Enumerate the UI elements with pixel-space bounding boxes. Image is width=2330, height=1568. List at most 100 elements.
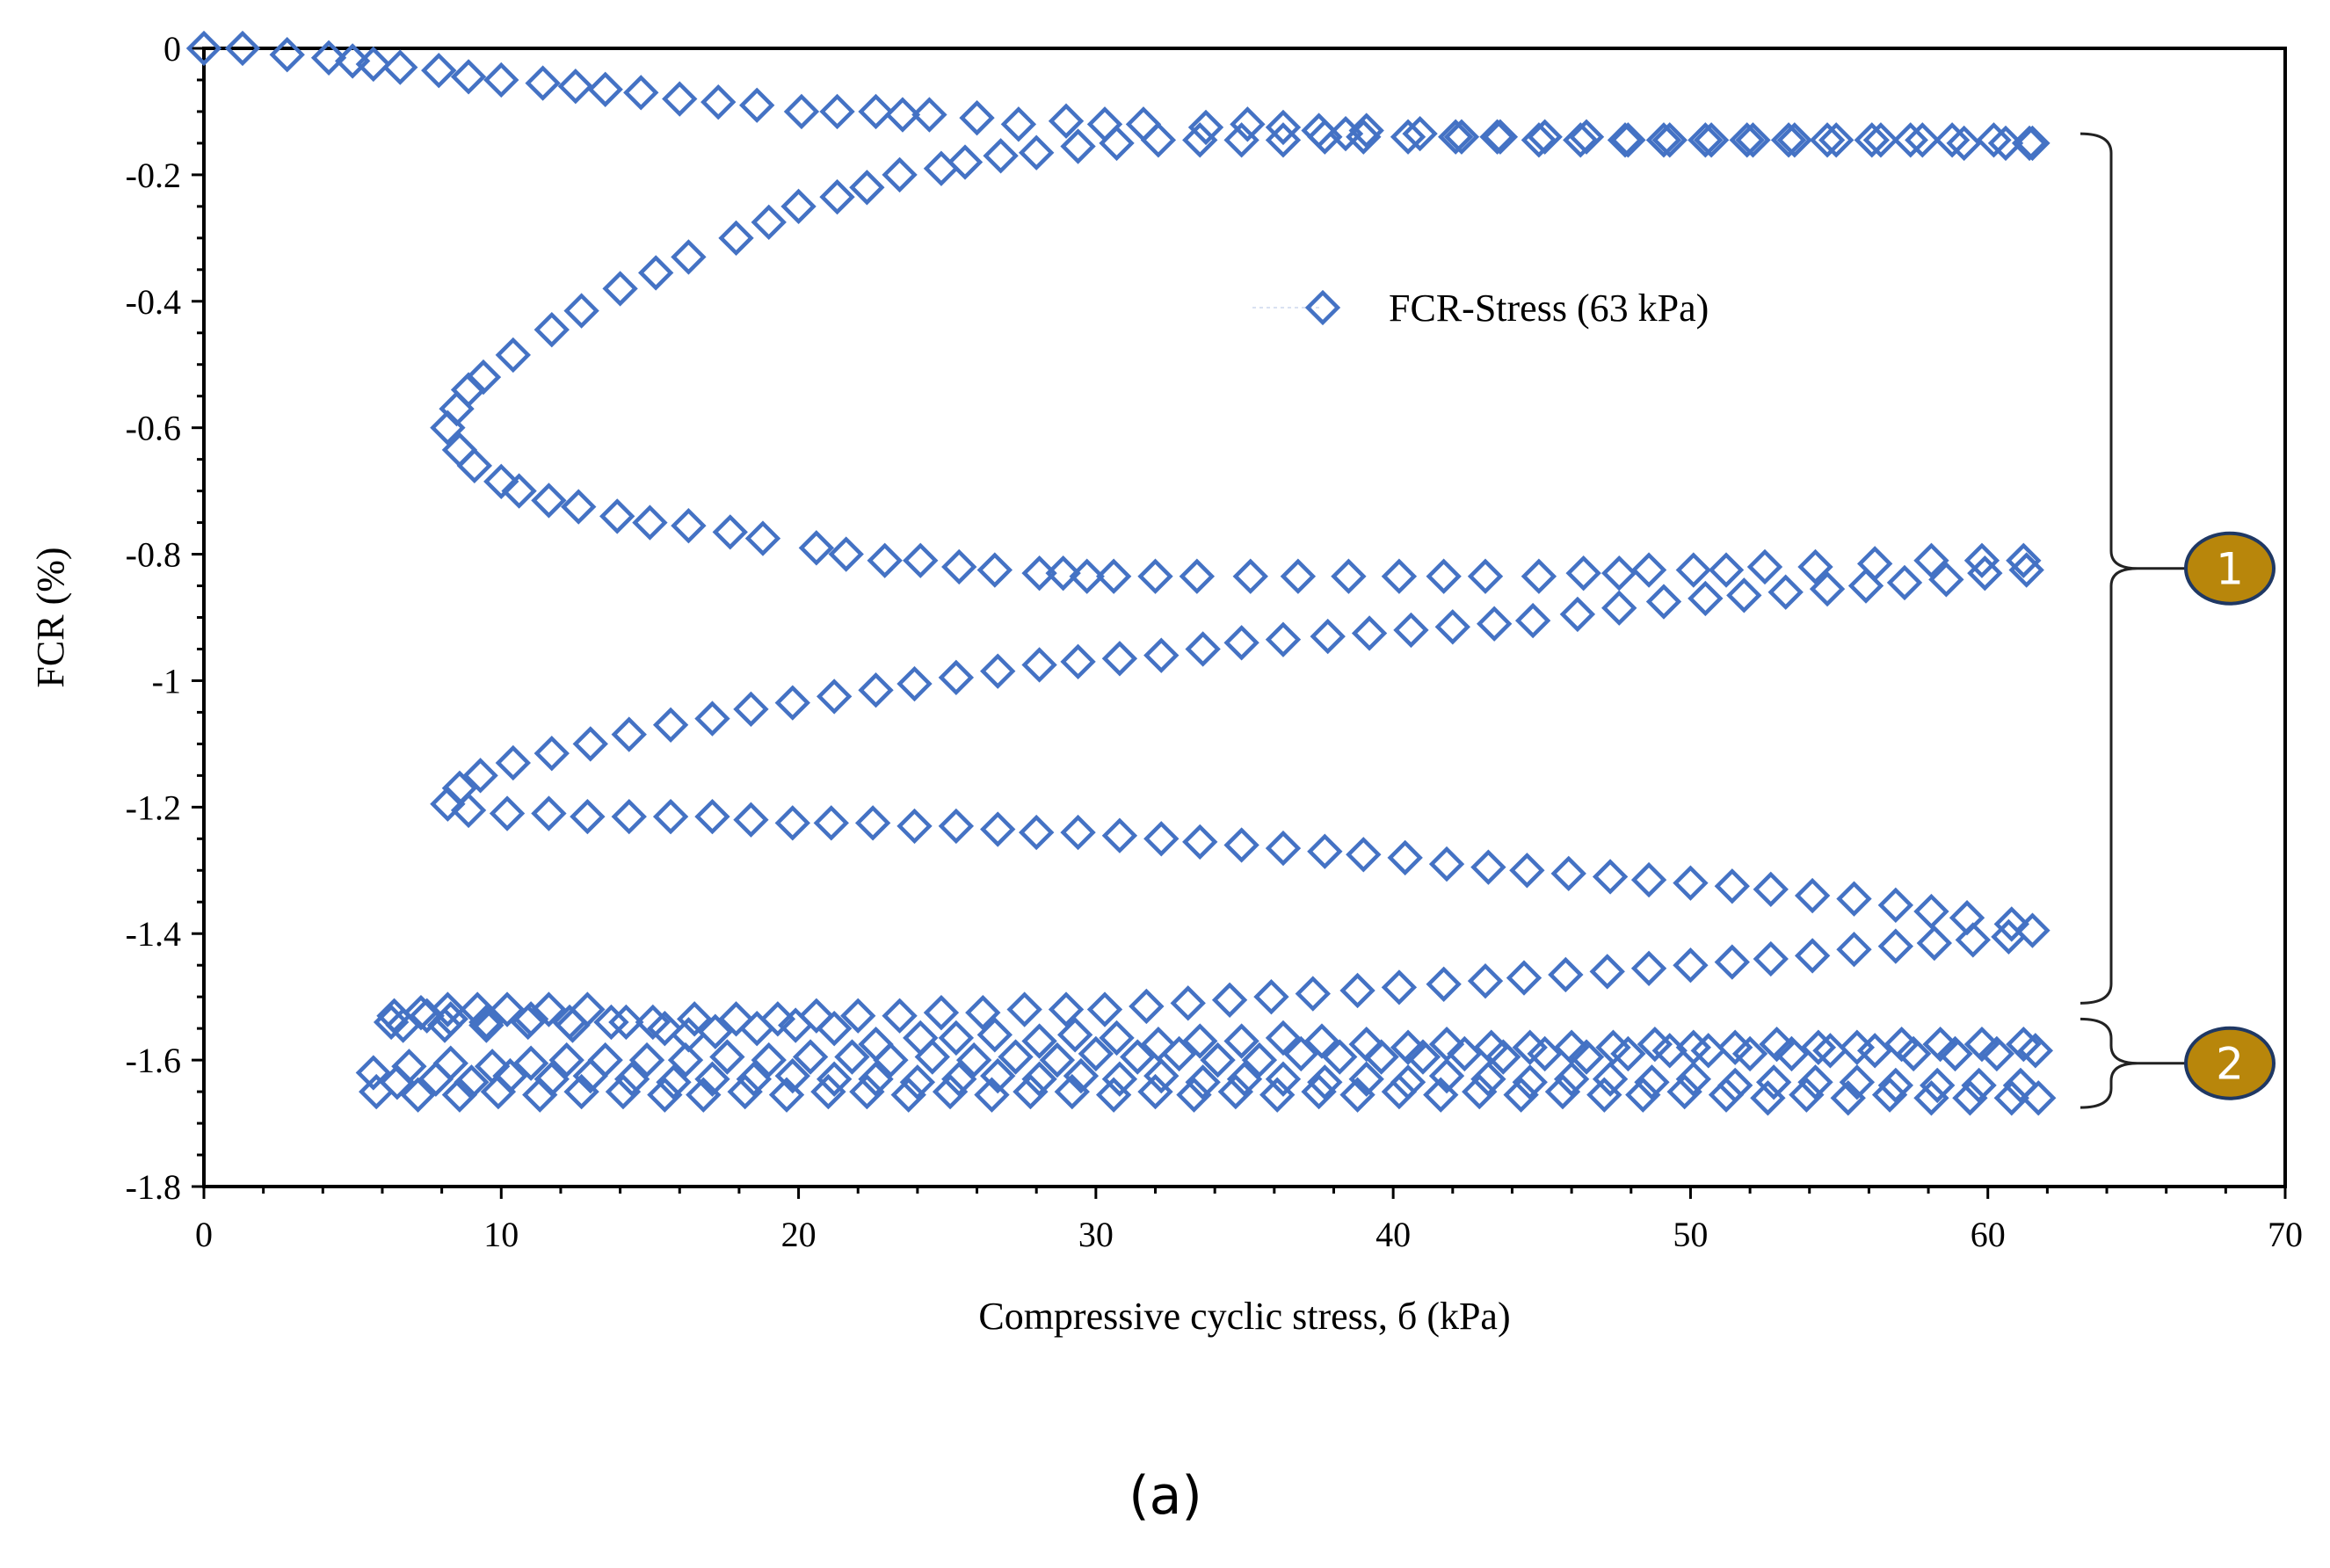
data-point-diamond [570, 798, 606, 835]
data-point-diamond [1048, 103, 1085, 139]
data-point-diamond [1963, 1026, 2000, 1063]
data-point-diamond [1101, 641, 1138, 677]
data-point-diamond [938, 1020, 975, 1056]
data-point-diamond [1265, 1061, 1302, 1097]
data-point-diamond [1303, 1023, 1340, 1059]
data-point-diamond [1423, 1077, 1459, 1113]
data-point-diamond [774, 685, 810, 721]
data-point-diamond [1182, 122, 1218, 158]
data-point-diamond [1693, 122, 1730, 158]
data-point-diamond [1381, 969, 1418, 1005]
data-point-diamond [1634, 1064, 1670, 1100]
data-point-diamond [1688, 580, 1724, 617]
data-point-diamond [1877, 887, 1914, 924]
data-point-diamond [376, 998, 412, 1034]
data-point-diamond [379, 1064, 416, 1100]
data-point-diamond [1443, 119, 1480, 155]
data-point-diamond [2002, 1067, 2039, 1104]
data-point-diamond [1610, 122, 1646, 158]
data-point-diamond [1426, 966, 1462, 1002]
data-point-diamond [1223, 1023, 1259, 1059]
data-point-diamond [462, 758, 498, 794]
data-point-diamond [1673, 865, 1709, 901]
data-point-diamond [1101, 817, 1138, 853]
data-point-diamond [587, 71, 623, 107]
data-point-diamond [572, 726, 608, 762]
data-point-diamond [1847, 568, 1884, 604]
data-point-diamond [1559, 596, 1596, 633]
data-point-diamond [652, 707, 689, 743]
data-point-diamond [1280, 558, 1317, 594]
data-point-diamond [662, 81, 698, 117]
data-point-diamond [1521, 558, 1557, 594]
data-point-diamond [813, 805, 849, 841]
data-point-diamond [816, 1061, 853, 1097]
data-point-diamond [1470, 849, 1506, 885]
data-point-diamond [1265, 830, 1302, 867]
data-point-diamond [1405, 1039, 1441, 1075]
data-point-diamond [1759, 1026, 1795, 1063]
data-point-diamond [768, 1077, 805, 1113]
data-point-diamond [382, 49, 418, 85]
data-point-diamond [1060, 643, 1096, 680]
data-point-diamond [923, 994, 960, 1031]
data-point-diamond [1331, 558, 1367, 594]
data-point-diamond [1402, 115, 1438, 152]
data-point-diamond [903, 542, 939, 578]
data-point-diamond [1000, 106, 1037, 142]
data-point-diamond [638, 255, 674, 291]
data-point-diamond [1645, 122, 1682, 158]
x-tick-label: 50 [1673, 1215, 1708, 1254]
data-point-diamond [1553, 1061, 1590, 1097]
data-point-diamond [1830, 1080, 1866, 1116]
data-point-diamond [1767, 574, 1804, 610]
data-point-diamond [739, 1010, 775, 1047]
x-tick-label: 0 [195, 1215, 213, 1254]
data-point-diamond [1568, 1039, 1605, 1075]
data-point-diamond [828, 536, 864, 572]
data-point-diamond [1006, 991, 1042, 1027]
data-point-diamond [522, 1077, 558, 1113]
data-point-diamond [563, 1073, 599, 1110]
data-point-diamond [1794, 938, 1831, 974]
data-point-diamond [1307, 1064, 1343, 1100]
data-point-diamond [1514, 602, 1551, 639]
data-point-diamond [1937, 1035, 1973, 1072]
data-point-diamond [938, 808, 975, 845]
data-point-diamond [1630, 861, 1667, 898]
data-point-diamond [1045, 555, 1081, 592]
data-point-diamond [1630, 950, 1667, 986]
data-point-diamond [1217, 1073, 1254, 1110]
data-point-diamond [896, 665, 933, 702]
data-point-diamond [2006, 542, 2042, 578]
data-point-diamond [1143, 821, 1180, 857]
data-point-diamond [1506, 960, 1542, 996]
data-point-diamond [1946, 125, 1982, 162]
data-point-diamond [2014, 125, 2051, 162]
data-point-diamond [1770, 122, 1807, 158]
y-tick-label: -0.4 [126, 282, 181, 322]
data-point-diamond [602, 271, 638, 307]
data-point-diamond [834, 1039, 870, 1075]
data-point-diamond [1601, 590, 1637, 626]
data-point-diamond [1630, 552, 1667, 588]
data-point-diamond [1013, 1073, 1049, 1110]
data-point-diamond [1137, 558, 1173, 594]
data-point-diamond [1301, 1073, 1337, 1110]
data-point-diamond [1019, 134, 1055, 171]
data-point-diamond [480, 1073, 517, 1110]
data-point-diamond [2008, 552, 2044, 588]
data-point-diamond [534, 311, 570, 348]
badge-label-2: 2 [2216, 1039, 2244, 1090]
x-tick-label: 10 [483, 1215, 519, 1254]
data-point-diamond [1137, 1073, 1173, 1110]
data-point-diamond [980, 811, 1016, 847]
data-point-diamond [858, 93, 894, 130]
data-point-diamond [1586, 1077, 1622, 1113]
data-point-diamond [1987, 125, 2024, 162]
data-point-diamond [623, 75, 659, 111]
data-point-diamond [1470, 1061, 1506, 1097]
data-point-diamond [976, 1017, 1013, 1053]
data-point-diamond [1428, 846, 1465, 882]
data-point-diamond [1346, 837, 1382, 873]
